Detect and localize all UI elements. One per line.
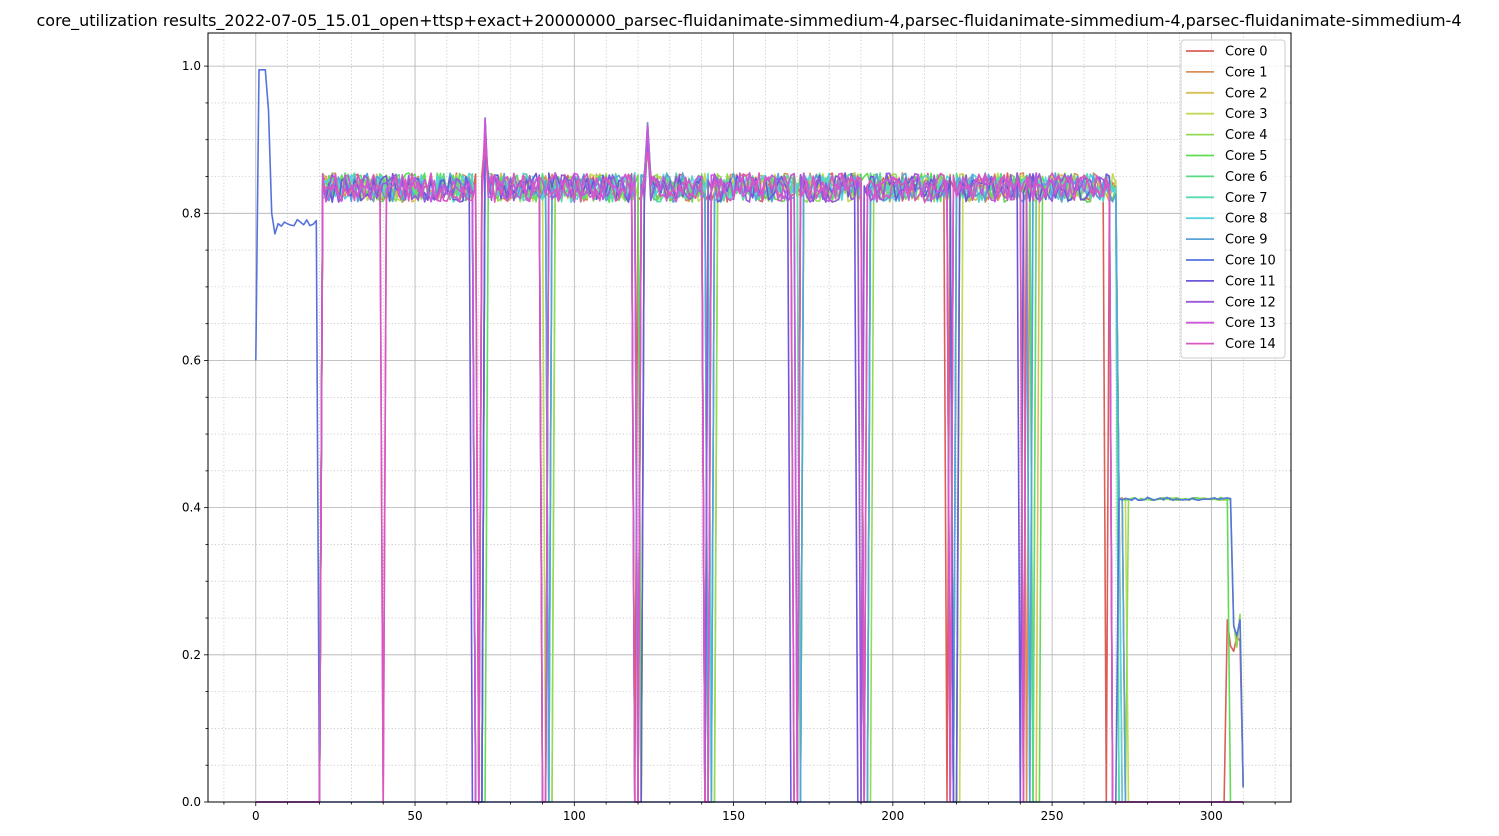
grid — [208, 33, 1291, 803]
legend-label: Core 11 — [1225, 274, 1276, 289]
axes-frame — [207, 32, 1292, 803]
y-tick-label: 1.0 — [182, 59, 201, 73]
legend-label: Core 13 — [1225, 316, 1276, 331]
legend-frame — [1180, 39, 1286, 359]
series-line-core-12 — [255, 135, 1244, 803]
x-tick-label: 300 — [1200, 809, 1223, 823]
series-line-core-5 — [255, 130, 1244, 803]
legend-label: Core 2 — [1225, 86, 1268, 101]
series-line-core-8 — [255, 129, 1244, 803]
legend-label: Core 4 — [1225, 128, 1268, 143]
series-line-core-2 — [255, 131, 1244, 803]
series-line-core-9 — [255, 121, 1244, 803]
series-line-core-3 — [255, 135, 1244, 803]
y-tick-label: 0.4 — [182, 501, 201, 515]
x-tick-label: 250 — [1041, 809, 1064, 823]
series-line-core-7 — [255, 136, 1244, 803]
series-line-core-4 — [255, 148, 1244, 803]
series-line-core-11 — [255, 117, 1244, 803]
legend-label: Core 7 — [1225, 191, 1268, 206]
chart-title: core_utilization results_2022-07-05_15.0… — [36, 11, 1461, 31]
y-tick-label: 0.8 — [182, 206, 201, 220]
x-tick-label: 200 — [881, 809, 904, 823]
series-line-core-14 — [255, 138, 1244, 803]
legend-label: Core 9 — [1225, 233, 1268, 248]
x-tick-label: 0 — [252, 809, 260, 823]
x-tick-label: 100 — [563, 809, 586, 823]
x-tick-label: 150 — [722, 809, 745, 823]
legend-label: Core 8 — [1225, 212, 1268, 227]
legend: Core 0 Core 1 Core 2 Core 3 Core 4 Core 5 Core… — [1180, 39, 1286, 359]
legend-label: Core 0 — [1225, 45, 1268, 60]
legend-label: Core 12 — [1225, 295, 1276, 310]
y-tick-label: 0.6 — [182, 353, 201, 367]
legend-label: Core 14 — [1225, 337, 1276, 352]
plot-series — [255, 69, 1244, 803]
x-tick-label: 50 — [407, 809, 422, 823]
y-tick-label: 0.2 — [182, 648, 201, 662]
legend-label: Core 1 — [1225, 65, 1268, 80]
legend-label: Core 6 — [1225, 170, 1268, 185]
legend-label: Core 3 — [1225, 107, 1268, 122]
series-line-core-13 — [255, 118, 1244, 803]
axis-ticks: 0 50 100 150 200 250 300 0.0 0.2 0.4 0.6 0.8 1.0 — [182, 59, 1276, 823]
legend-label: Core 5 — [1225, 149, 1268, 164]
series-line-core-1 — [255, 133, 1244, 803]
y-tick-label: 0.0 — [182, 795, 201, 809]
series-line-core-0 — [255, 122, 1244, 803]
series-line-core-6 — [255, 132, 1244, 803]
legend-label: Core 10 — [1225, 254, 1276, 269]
